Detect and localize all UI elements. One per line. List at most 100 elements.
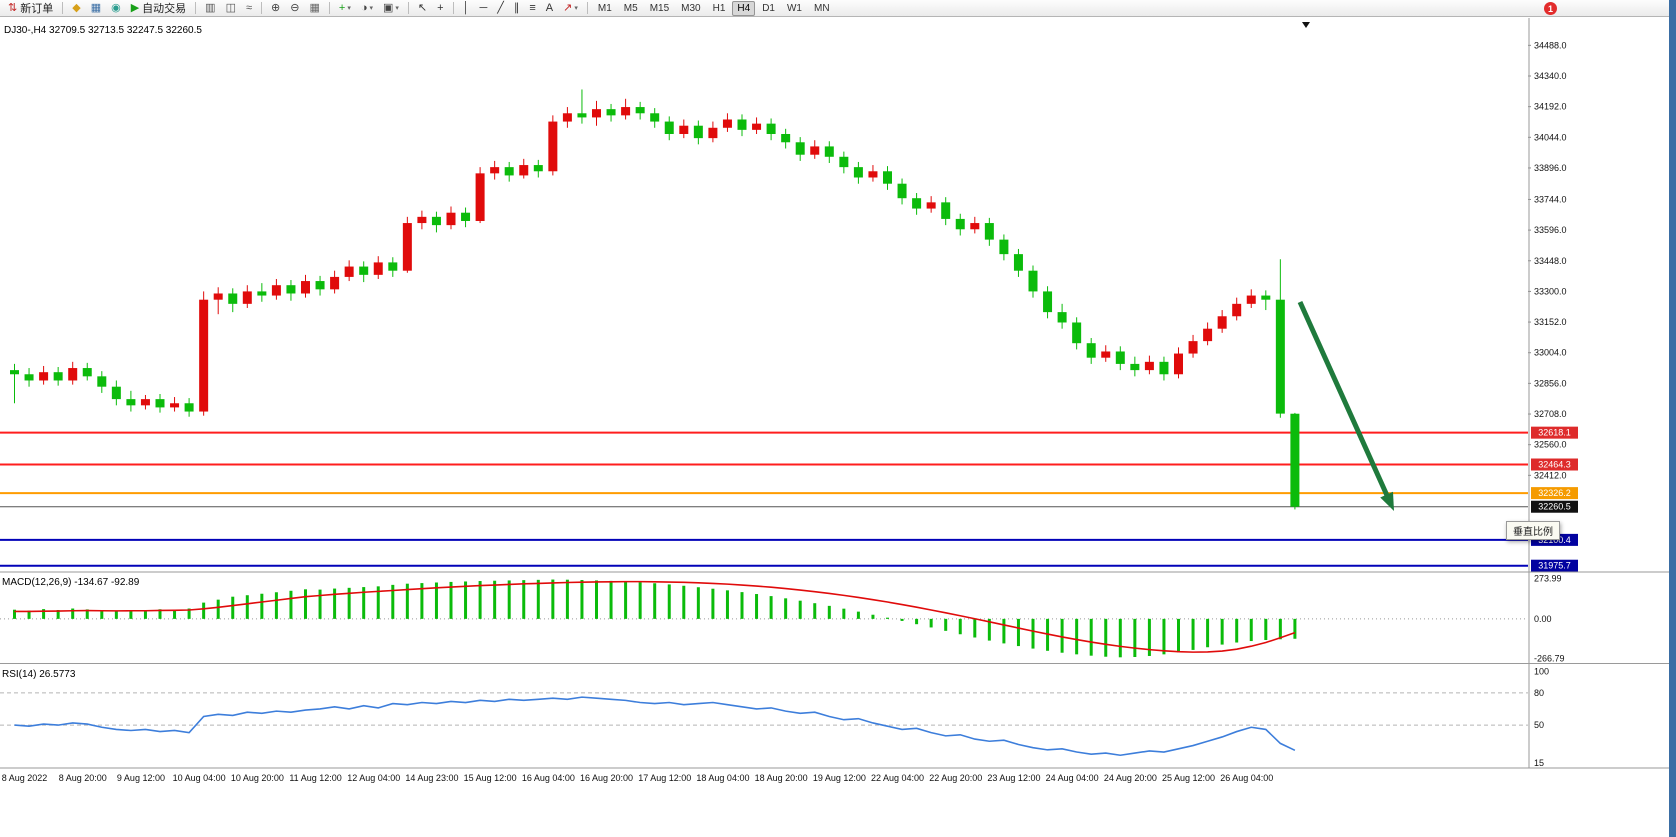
candlesticks bbox=[10, 89, 1300, 510]
line-chart-button[interactable]: ≈ bbox=[242, 1, 256, 16]
zoom-out-button[interactable]: ⊖ bbox=[286, 1, 303, 16]
timeframe-bar: M1 M5 M15 M30 H1 H4 D1 W1 MN bbox=[592, 0, 836, 16]
timeframe-button-w1[interactable]: W1 bbox=[786, 2, 802, 14]
data-window-button[interactable]: ▦ bbox=[87, 1, 105, 16]
panel-separators bbox=[0, 18, 1669, 771]
svg-text:26 Aug 04:00: 26 Aug 04:00 bbox=[1220, 773, 1273, 783]
svg-text:33596.0: 33596.0 bbox=[1534, 225, 1567, 235]
svg-text:100: 100 bbox=[1534, 666, 1549, 676]
autotrading-button-label: 自动交易 bbox=[142, 3, 187, 15]
svg-text:32560.0: 32560.0 bbox=[1534, 440, 1567, 450]
periods-button-dropdown-arrow[interactable]: ▾ bbox=[369, 5, 373, 12]
svg-text:-266.79: -266.79 bbox=[1534, 653, 1565, 663]
tile-windows-icon: ▦ bbox=[309, 1, 320, 14]
svg-text:273.99: 273.99 bbox=[1534, 573, 1562, 583]
svg-text:33152.0: 33152.0 bbox=[1534, 317, 1567, 327]
time-axis[interactable]: 8 Aug 2022 8 Aug 20:00 9 Aug 12:00 10 Aug 0… bbox=[2, 773, 1274, 783]
indicators-button-dropdown-arrow[interactable]: ▾ bbox=[347, 5, 351, 12]
svg-text:22 Aug 04:00: 22 Aug 04:00 bbox=[871, 773, 924, 783]
svg-text:32708.0: 32708.0 bbox=[1534, 409, 1567, 419]
indicators-button[interactable]: + ▾ bbox=[335, 1, 355, 16]
macd-indicator-label: MACD(12,26,9) -134.67 -92.89 bbox=[2, 577, 140, 588]
fibonacci-button[interactable]: ≡ bbox=[525, 1, 539, 16]
horizontal-line-button[interactable]: ─ bbox=[475, 1, 491, 16]
svg-text:24 Aug 04:00: 24 Aug 04:00 bbox=[1046, 773, 1099, 783]
toolbar-separator bbox=[261, 2, 263, 14]
svg-text:34192.0: 34192.0 bbox=[1534, 102, 1567, 112]
periods-button[interactable]: ◑ ▾ bbox=[357, 1, 377, 16]
svg-text:24 Aug 20:00: 24 Aug 20:00 bbox=[1104, 773, 1157, 783]
indicators-icon: + bbox=[338, 1, 346, 14]
svg-text:15: 15 bbox=[1534, 758, 1544, 768]
svg-text:31975.7: 31975.7 bbox=[1538, 561, 1571, 571]
svg-text:17 Aug 12:00: 17 Aug 12:00 bbox=[638, 773, 691, 783]
navigator-button[interactable]: ◉ bbox=[107, 1, 125, 16]
cursor-icon: ↖ bbox=[417, 1, 428, 14]
timeframe-button-m30[interactable]: M30 bbox=[681, 2, 701, 14]
svg-text:32856.0: 32856.0 bbox=[1534, 378, 1567, 388]
timeframe-button-mn[interactable]: MN bbox=[813, 2, 830, 14]
zoom-in-button[interactable]: ⊕ bbox=[267, 1, 284, 16]
periods-icon: ◑ bbox=[360, 1, 368, 14]
horizontal-line-icon: ─ bbox=[479, 1, 488, 14]
svg-text:34488.0: 34488.0 bbox=[1534, 40, 1567, 50]
autotrading-button[interactable]: ▶ 自动交易 bbox=[127, 1, 190, 16]
rsi-indicator-label: RSI(14) 26.5773 bbox=[2, 669, 76, 680]
svg-text:11 Aug 12:00: 11 Aug 12:00 bbox=[289, 773, 341, 783]
trendline-button[interactable]: ╱ bbox=[493, 1, 508, 16]
svg-text:18 Aug 04:00: 18 Aug 04:00 bbox=[696, 773, 749, 783]
toolbar-separator bbox=[195, 2, 197, 14]
templates-button[interactable]: ▣ ▾ bbox=[379, 1, 403, 16]
data-window-icon: ▦ bbox=[90, 1, 102, 14]
timeframe-button-m5[interactable]: M5 bbox=[623, 2, 638, 14]
svg-text:8 Aug 20:00: 8 Aug 20:00 bbox=[59, 773, 107, 783]
fibonacci-icon: ≡ bbox=[529, 1, 536, 14]
svg-text:10 Aug 20:00: 10 Aug 20:00 bbox=[231, 773, 284, 783]
svg-text:32260.5: 32260.5 bbox=[1538, 502, 1571, 512]
arrows-button-dropdown-arrow[interactable]: ▾ bbox=[574, 5, 578, 12]
svg-text:19 Aug 12:00: 19 Aug 12:00 bbox=[813, 773, 866, 783]
timeframe-button-d1[interactable]: D1 bbox=[762, 2, 775, 14]
vertical-line-icon: │ bbox=[462, 1, 470, 14]
channel-button[interactable]: ∥ bbox=[510, 1, 524, 16]
vertical-line-button[interactable]: │ bbox=[459, 1, 474, 16]
svg-text:12 Aug 04:00: 12 Aug 04:00 bbox=[347, 773, 400, 783]
svg-text:15 Aug 12:00: 15 Aug 12:00 bbox=[464, 773, 517, 783]
market-watch-button[interactable]: ◆ bbox=[68, 1, 84, 16]
timeframe-button-m15[interactable]: M15 bbox=[649, 2, 670, 14]
bar-chart-button[interactable]: ▥ bbox=[201, 1, 219, 16]
templates-button-dropdown-arrow[interactable]: ▾ bbox=[395, 5, 399, 12]
svg-text:18 Aug 20:00: 18 Aug 20:00 bbox=[755, 773, 808, 783]
cursor-button[interactable]: ↖ bbox=[414, 1, 431, 16]
notification-badge[interactable]: 1 bbox=[1544, 2, 1557, 15]
crosshair-button[interactable]: + bbox=[433, 1, 447, 16]
macd-panel: 273.99 0.00 -266.79 bbox=[0, 573, 1565, 663]
trendline-icon: ╱ bbox=[497, 1, 504, 14]
chart-end-marker bbox=[1302, 22, 1310, 28]
svg-text:33004.0: 33004.0 bbox=[1534, 348, 1567, 358]
market-watch-icon: ◆ bbox=[72, 1, 81, 14]
svg-text:80: 80 bbox=[1534, 688, 1544, 698]
timeframe-button-m1[interactable]: M1 bbox=[597, 2, 612, 14]
timeframe-button-h4[interactable]: H4 bbox=[732, 0, 756, 16]
right-scrollbar[interactable] bbox=[1669, 0, 1676, 837]
toolbar-separator bbox=[407, 2, 409, 14]
svg-text:34044.0: 34044.0 bbox=[1534, 132, 1567, 142]
toolbar-separator bbox=[328, 2, 330, 14]
new-order-button[interactable]: ⇅ 新订单 bbox=[4, 1, 57, 16]
svg-text:22 Aug 20:00: 22 Aug 20:00 bbox=[929, 773, 982, 783]
trend-arrow-annotation[interactable] bbox=[1297, 300, 1394, 511]
crosshair-icon: + bbox=[437, 1, 444, 14]
candlestick-chart-button[interactable]: ◫ bbox=[222, 1, 240, 16]
rsi-panel: 100 80 50 15 bbox=[0, 666, 1549, 768]
timeframe-button-h1[interactable]: H1 bbox=[712, 2, 726, 14]
arrows-icon: ↗ bbox=[563, 1, 573, 14]
arrows-button[interactable]: ↗ ▾ bbox=[559, 1, 582, 16]
text-button[interactable]: A bbox=[542, 1, 557, 16]
svg-text:8 Aug 2022: 8 Aug 2022 bbox=[2, 773, 48, 783]
svg-text:23 Aug 12:00: 23 Aug 12:00 bbox=[987, 773, 1040, 783]
tile-windows-button[interactable]: ▦ bbox=[305, 1, 323, 16]
new-order-icon: ⇅ bbox=[8, 1, 18, 14]
